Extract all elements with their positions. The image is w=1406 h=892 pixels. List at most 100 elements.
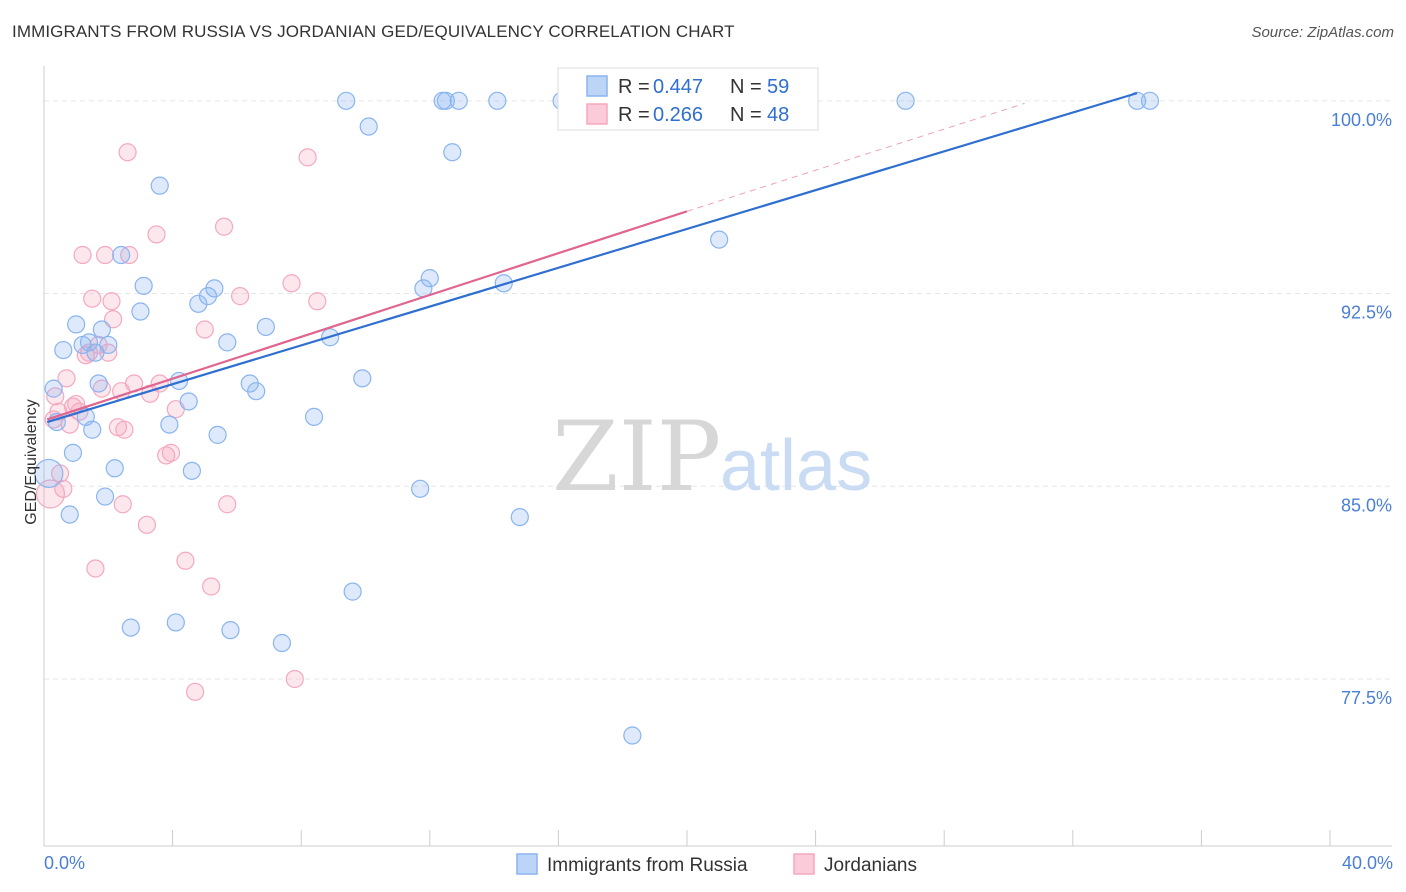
data-point (54, 340, 73, 360)
data-point (150, 176, 169, 195)
legend-n-label-jordanians: N = (730, 104, 762, 126)
trend-line-extension (686, 102, 1025, 212)
data-point (195, 320, 214, 339)
data-point (92, 379, 111, 398)
legend-n-label-russia: N = (730, 76, 762, 98)
data-point (95, 487, 115, 506)
data-point (92, 320, 111, 339)
legend-swatch-jordanians (586, 103, 608, 125)
trend-line (46, 92, 1138, 424)
legend-swatch-russia (586, 75, 608, 97)
watermark-atlas: atlas (720, 426, 872, 506)
data-point (411, 479, 430, 498)
axes (43, 66, 1392, 847)
data-point (436, 91, 455, 110)
data-point (121, 618, 140, 637)
trend-lines (46, 92, 1138, 424)
data-point (710, 230, 729, 249)
series-legend-label-russia: Immigrants from Russia (547, 855, 748, 876)
data-point (161, 443, 181, 462)
series-legend-swatch-russia (516, 853, 538, 875)
data-point (99, 335, 118, 355)
data-point (86, 559, 105, 578)
data-point (247, 382, 266, 401)
data-point (60, 505, 79, 524)
x-tick-label-right: 40.0% (1342, 853, 1393, 873)
series-legend-swatch-jordanians (793, 853, 815, 875)
data-point (102, 292, 121, 311)
data-point (67, 315, 86, 334)
y-tick-label: 92.5% (1341, 303, 1392, 323)
data-point (131, 302, 150, 321)
data-point (1140, 91, 1160, 110)
y-tick-label: 77.5% (1341, 688, 1392, 708)
data-point (95, 245, 115, 265)
data-point (112, 245, 131, 265)
data-point (89, 374, 108, 393)
data-point (176, 551, 195, 570)
data-point (510, 507, 529, 527)
data-point (298, 148, 317, 167)
stats-legend: R = 0.447 N = 59 R = 0.266 N = 48 (557, 67, 819, 131)
watermark: ZIP atlas (552, 401, 872, 513)
data-point (218, 495, 237, 514)
data-point (343, 582, 362, 601)
data-point (46, 387, 65, 406)
data-point (231, 287, 250, 306)
data-point (73, 245, 92, 265)
data-point (113, 495, 132, 514)
data-point (189, 294, 208, 313)
y-tick-label: 85.0% (1341, 495, 1392, 515)
watermark-zip: ZIP (552, 401, 721, 513)
data-point (218, 333, 237, 352)
trend-line (46, 210, 688, 421)
data-point (63, 443, 83, 462)
data-point (208, 425, 227, 444)
data-point (359, 117, 378, 136)
data-point (166, 613, 185, 632)
data-point (147, 225, 166, 244)
data-point (308, 292, 327, 311)
x-tick-label-left: 0.0% (44, 853, 85, 873)
data-point (420, 269, 439, 288)
data-point (79, 333, 99, 352)
data-point (449, 91, 468, 110)
data-point (443, 143, 462, 162)
data-point (256, 317, 275, 337)
data-point (160, 415, 179, 434)
data-point (105, 459, 124, 478)
data-point (83, 420, 102, 439)
chart-title: IMMIGRANTS FROM RUSSIA VS JORDANIAN GED/… (12, 22, 735, 41)
y-axis-label: GED/Equivalency (23, 399, 40, 524)
data-point (34, 458, 64, 489)
series-legend: Immigrants from Russia Jordanians (516, 853, 917, 876)
data-point (99, 343, 118, 362)
data-point (182, 461, 201, 480)
data-point (83, 289, 102, 308)
data-point (104, 310, 123, 329)
data-point (108, 418, 128, 437)
data-point (44, 379, 63, 398)
data-point (179, 392, 198, 411)
legend-r-value-russia: 0.447 (653, 76, 703, 98)
legend-n-value-jordanians: 48 (767, 104, 789, 126)
data-point (54, 479, 73, 498)
data-point (186, 682, 205, 701)
data-point (272, 633, 292, 653)
legend-r-label-jordanians: R = (618, 104, 650, 126)
data-point (137, 515, 156, 534)
data-point (488, 91, 507, 110)
data-point (57, 369, 76, 388)
legend-n-value-russia: 59 (767, 76, 789, 98)
y-tick-labels: 100.0% 92.5% 85.0% 77.5% (1331, 110, 1392, 708)
data-point (118, 143, 137, 162)
series-legend-label-jordanians: Jordanians (824, 855, 917, 876)
data-point (134, 276, 153, 295)
data-point (282, 274, 301, 293)
data-point (353, 369, 372, 388)
data-point (1127, 91, 1147, 110)
legend-r-label-russia: R = (618, 76, 650, 98)
chart-source: Source: ZipAtlas.com (1251, 24, 1394, 41)
data-point (285, 669, 304, 689)
